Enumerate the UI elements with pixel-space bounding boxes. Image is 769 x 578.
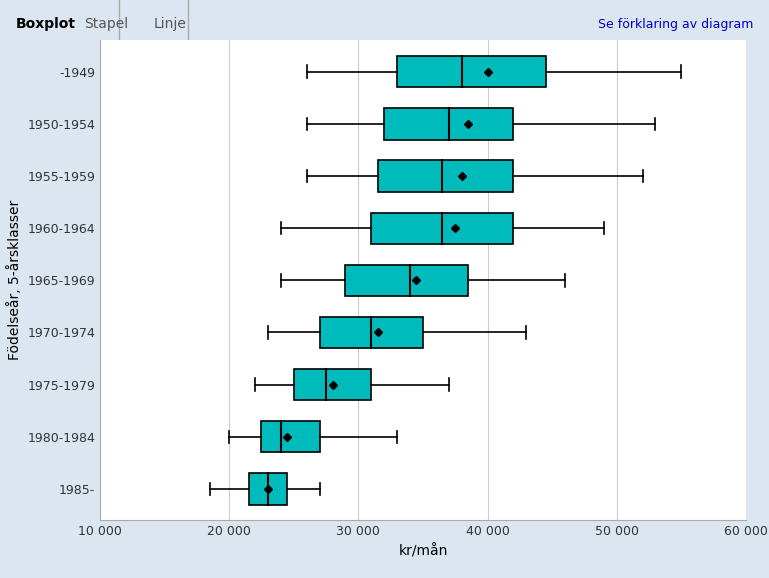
FancyBboxPatch shape: [261, 421, 320, 453]
FancyBboxPatch shape: [378, 161, 514, 192]
Y-axis label: Födelseår, 5-årsklasser: Födelseår, 5-årsklasser: [7, 200, 22, 361]
FancyBboxPatch shape: [397, 56, 546, 87]
FancyBboxPatch shape: [320, 317, 423, 348]
X-axis label: kr/mån: kr/mån: [398, 544, 448, 558]
Text: Linje: Linje: [154, 17, 187, 31]
FancyBboxPatch shape: [371, 213, 514, 244]
FancyBboxPatch shape: [248, 473, 288, 505]
Text: Boxplot: Boxplot: [15, 17, 75, 31]
FancyBboxPatch shape: [384, 108, 514, 139]
FancyBboxPatch shape: [345, 265, 468, 296]
Text: Se förklaring av diagram: Se förklaring av diagram: [598, 18, 754, 31]
FancyBboxPatch shape: [294, 369, 371, 400]
Text: Stapel: Stapel: [85, 17, 128, 31]
